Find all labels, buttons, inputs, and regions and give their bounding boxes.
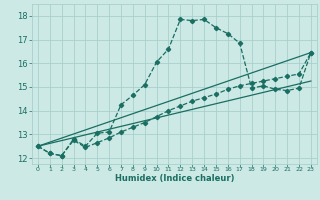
X-axis label: Humidex (Indice chaleur): Humidex (Indice chaleur) (115, 174, 234, 183)
